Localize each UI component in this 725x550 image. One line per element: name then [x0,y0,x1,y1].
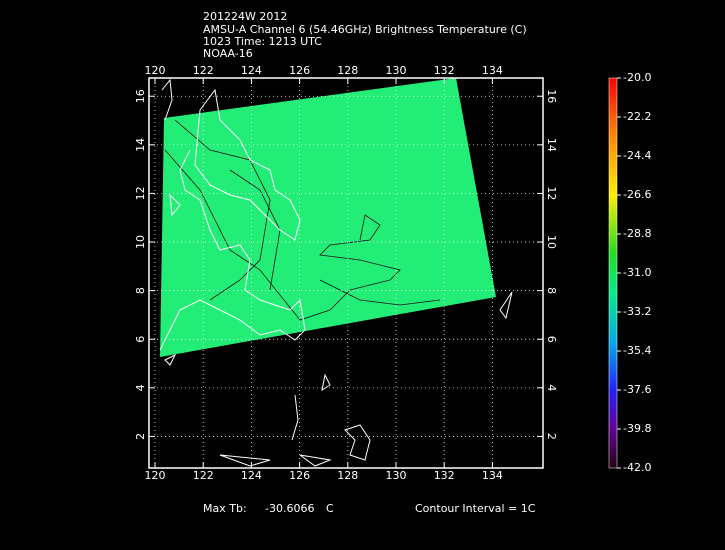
header-line: 1023 Time: 1213 UTC [203,35,322,48]
lat-label: 12 [134,186,147,200]
lon-label: 126 [289,469,310,482]
lat-label: 6 [545,336,558,343]
colorbar-label: -42.0 [623,461,651,474]
footer-value: -30.6066 [265,502,314,515]
footer-contour: Contour Interval = 1C [415,502,536,515]
colorbar-label: -26.6 [623,188,651,201]
colorbar-label: -24.4 [623,149,651,162]
swath [160,78,496,357]
lat-label: 2 [545,433,558,440]
lon-label: 124 [241,469,262,482]
colorbar-label: -39.8 [623,422,651,435]
lon-label: 134 [482,64,503,77]
header-line: 201224W 2012 [203,10,287,23]
header: 201224W 2012 AMSU-A Channel 6 (54.46GHz)… [203,10,527,60]
lat-label: 14 [545,138,558,152]
lat-label: 16 [134,89,147,103]
header-line: NOAA-16 [203,47,253,60]
lat-label: 2 [134,433,147,440]
lon-label: 128 [337,469,358,482]
lon-label: 120 [145,469,166,482]
footer-unit: C [326,502,334,515]
colorbar [608,77,618,469]
contours [164,119,441,321]
lon-label: 122 [193,64,214,77]
lon-label: 122 [193,469,214,482]
lon-label: 126 [289,64,310,77]
lat-label: 14 [134,138,147,152]
colorbar-label: -22.2 [623,110,651,123]
map [148,77,544,469]
colorbar-label: -20.0 [623,71,651,84]
colorbar-label: -35.4 [623,344,651,357]
lat-label: 12 [545,186,558,200]
lat-label: 10 [545,235,558,249]
colorbar-label: -33.2 [623,305,651,318]
map-frame [148,77,544,469]
lon-label: 120 [145,64,166,77]
lon-label: 132 [434,64,455,77]
lat-label: 10 [134,235,147,249]
lat-label: 8 [545,287,558,294]
lat-label: 6 [134,336,147,343]
lat-label: 4 [134,384,147,391]
lon-label: 128 [337,64,358,77]
colorbar-label: -28.8 [623,227,651,240]
lat-label: 8 [134,287,147,294]
lon-label: 130 [386,469,407,482]
header-line: AMSU-A Channel 6 (54.46GHz) Brightness T… [203,23,527,36]
colorbar-label: -31.0 [623,266,651,279]
lon-label: 134 [482,469,503,482]
colorbar-label: -37.6 [623,383,651,396]
lon-label: 130 [386,64,407,77]
lon-label: 124 [241,64,262,77]
lat-label: 4 [545,384,558,391]
lon-label: 132 [434,469,455,482]
footer: Max Tb: -30.6066 C Contour Interval = 1C [203,502,536,515]
lat-label: 16 [545,89,558,103]
footer-label: Max Tb: [203,502,247,515]
